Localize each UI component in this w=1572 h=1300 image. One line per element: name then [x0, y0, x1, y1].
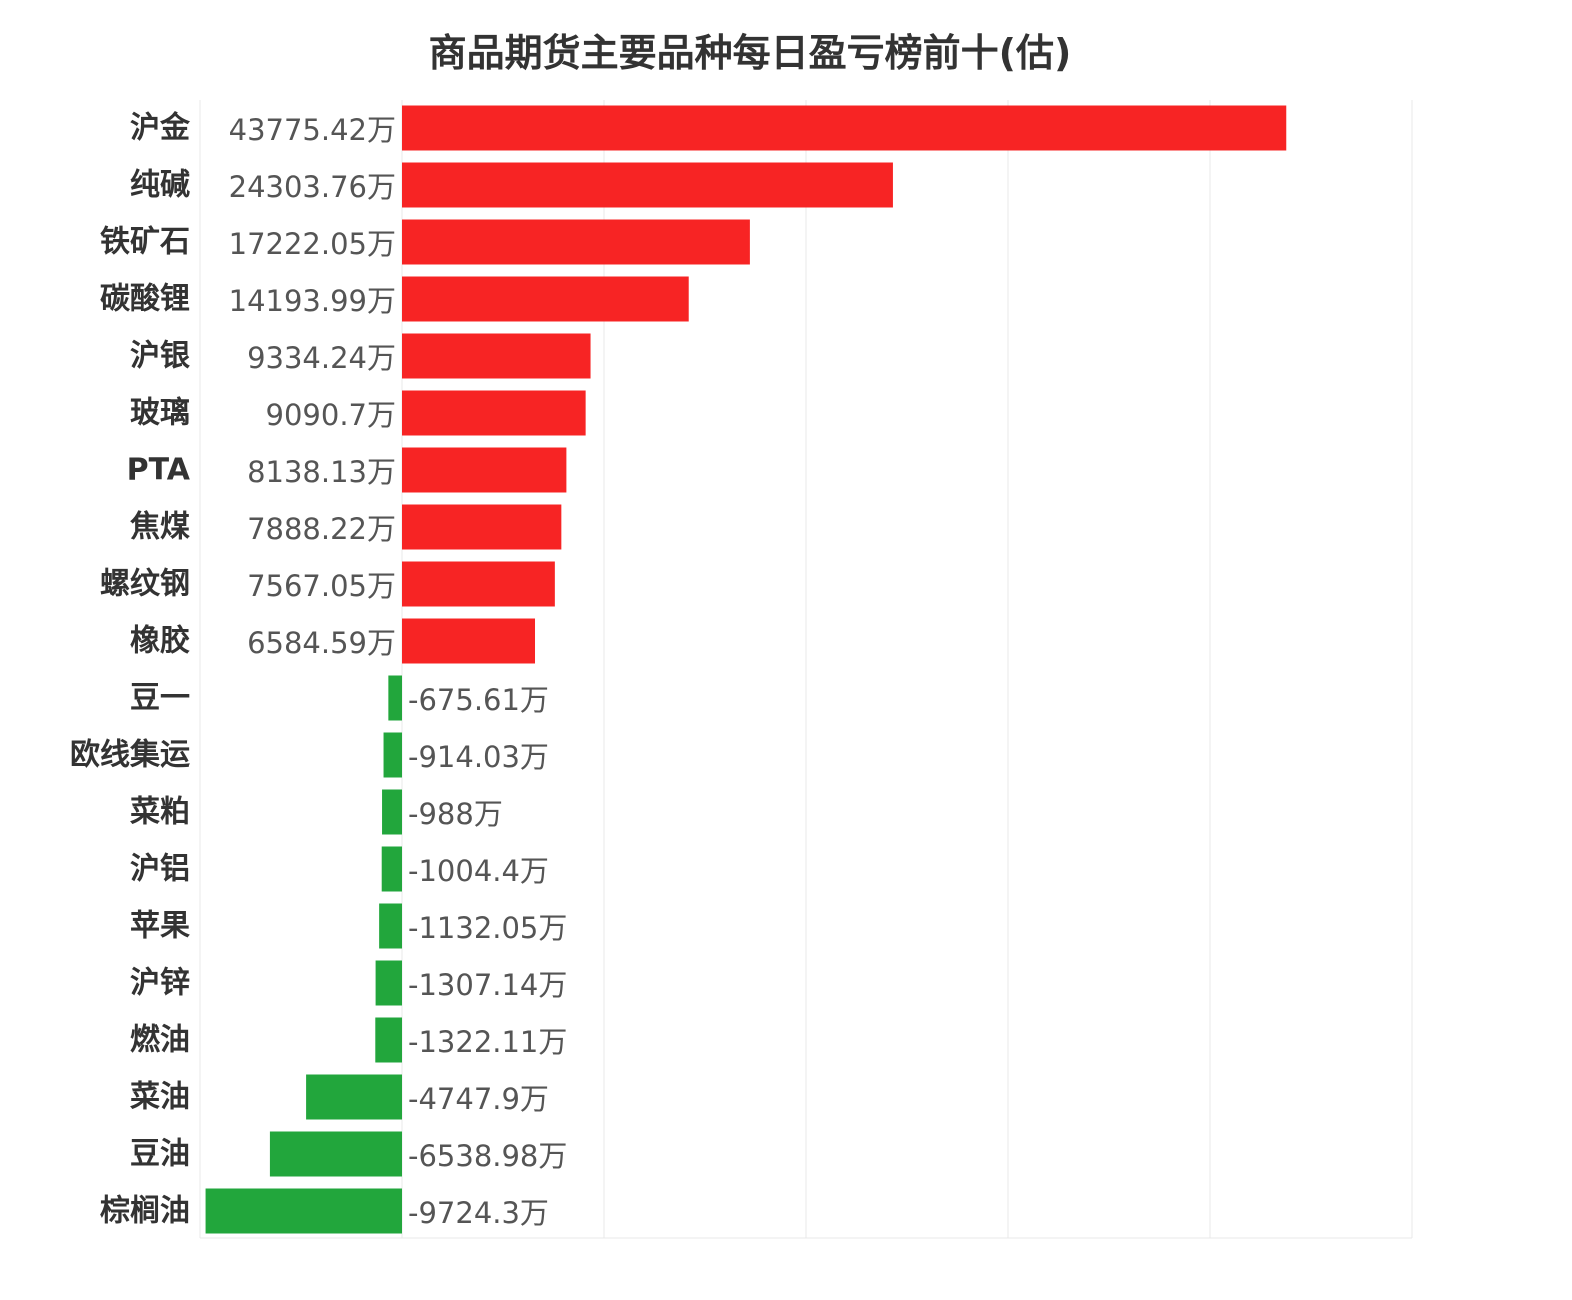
- bar: [402, 618, 536, 664]
- category-label: 沪银: [130, 339, 190, 374]
- grid-lines: [199, 100, 1413, 1239]
- category-label: 纯碱: [130, 168, 190, 203]
- bar: [402, 390, 586, 436]
- bar: [402, 105, 1287, 151]
- data-label: 7567.05万: [247, 569, 396, 603]
- bar: [381, 846, 402, 892]
- bar: [402, 333, 591, 379]
- bar: [402, 504, 562, 550]
- bar: [402, 447, 567, 493]
- bar: [402, 561, 555, 607]
- category-label: 豆一: [130, 681, 190, 716]
- category-label: 沪锌: [130, 966, 190, 1001]
- bar: [205, 1188, 402, 1234]
- bar: [402, 219, 750, 265]
- category-label: 玻璃: [130, 396, 190, 431]
- category-label: 橡胶: [130, 624, 190, 659]
- category-label: 沪铝: [130, 852, 190, 887]
- bar: [375, 960, 402, 1006]
- category-label: 铁矿石: [100, 225, 190, 260]
- data-label: 17222.05万: [229, 227, 396, 261]
- bar: [379, 903, 402, 949]
- data-label: 7888.22万: [247, 512, 396, 546]
- data-label: 9334.24万: [247, 341, 396, 375]
- data-label: -675.61万: [408, 683, 549, 717]
- bar: [383, 732, 402, 778]
- category-label: 菜粕: [130, 795, 190, 830]
- category-label: 菜油: [130, 1080, 190, 1115]
- category-label: 沪金: [130, 111, 191, 146]
- bar: [375, 1017, 402, 1063]
- bar: [402, 162, 893, 208]
- bar: [306, 1074, 402, 1120]
- data-label: 24303.76万: [229, 170, 396, 204]
- bar: [402, 276, 689, 322]
- data-label: 6584.59万: [247, 626, 396, 660]
- data-label: 43775.42万: [229, 113, 396, 147]
- category-label: 苹果: [130, 909, 190, 944]
- category-label: 棕榈油: [100, 1194, 190, 1229]
- data-label: -4747.9万: [408, 1082, 549, 1116]
- data-label: 14193.99万: [229, 284, 396, 318]
- category-label: 焦煤: [130, 510, 190, 545]
- data-label: 8138.13万: [247, 455, 396, 489]
- data-label: -988万: [408, 797, 503, 831]
- data-label: -1322.11万: [408, 1025, 567, 1059]
- data-label: -1307.14万: [408, 968, 567, 1002]
- category-label: 碳酸锂: [100, 282, 190, 317]
- category-label: PTA: [127, 453, 191, 488]
- data-label: 9090.7万: [266, 398, 396, 432]
- category-label: 欧线集运: [70, 738, 190, 773]
- bar: [269, 1131, 402, 1177]
- category-label: 螺纹钢: [100, 567, 190, 602]
- data-label: -1004.4万: [408, 854, 549, 888]
- value-labels: 43775.42万 24303.76万 17222.05万 14193.99万 9334…: [229, 113, 568, 1230]
- data-label: -1132.05万: [408, 911, 567, 945]
- category-label: 燃油: [130, 1023, 190, 1058]
- category-label: 豆油: [130, 1137, 190, 1172]
- chart-title: 商品期货主要品种每日盈亏榜前十(估): [428, 31, 1072, 75]
- bars: [205, 105, 1287, 1234]
- data-label: -914.03万: [408, 740, 549, 774]
- data-label: -9724.3万: [408, 1196, 549, 1230]
- data-label: -6538.98万: [408, 1139, 567, 1173]
- bar: [388, 675, 402, 721]
- bar: [382, 789, 402, 835]
